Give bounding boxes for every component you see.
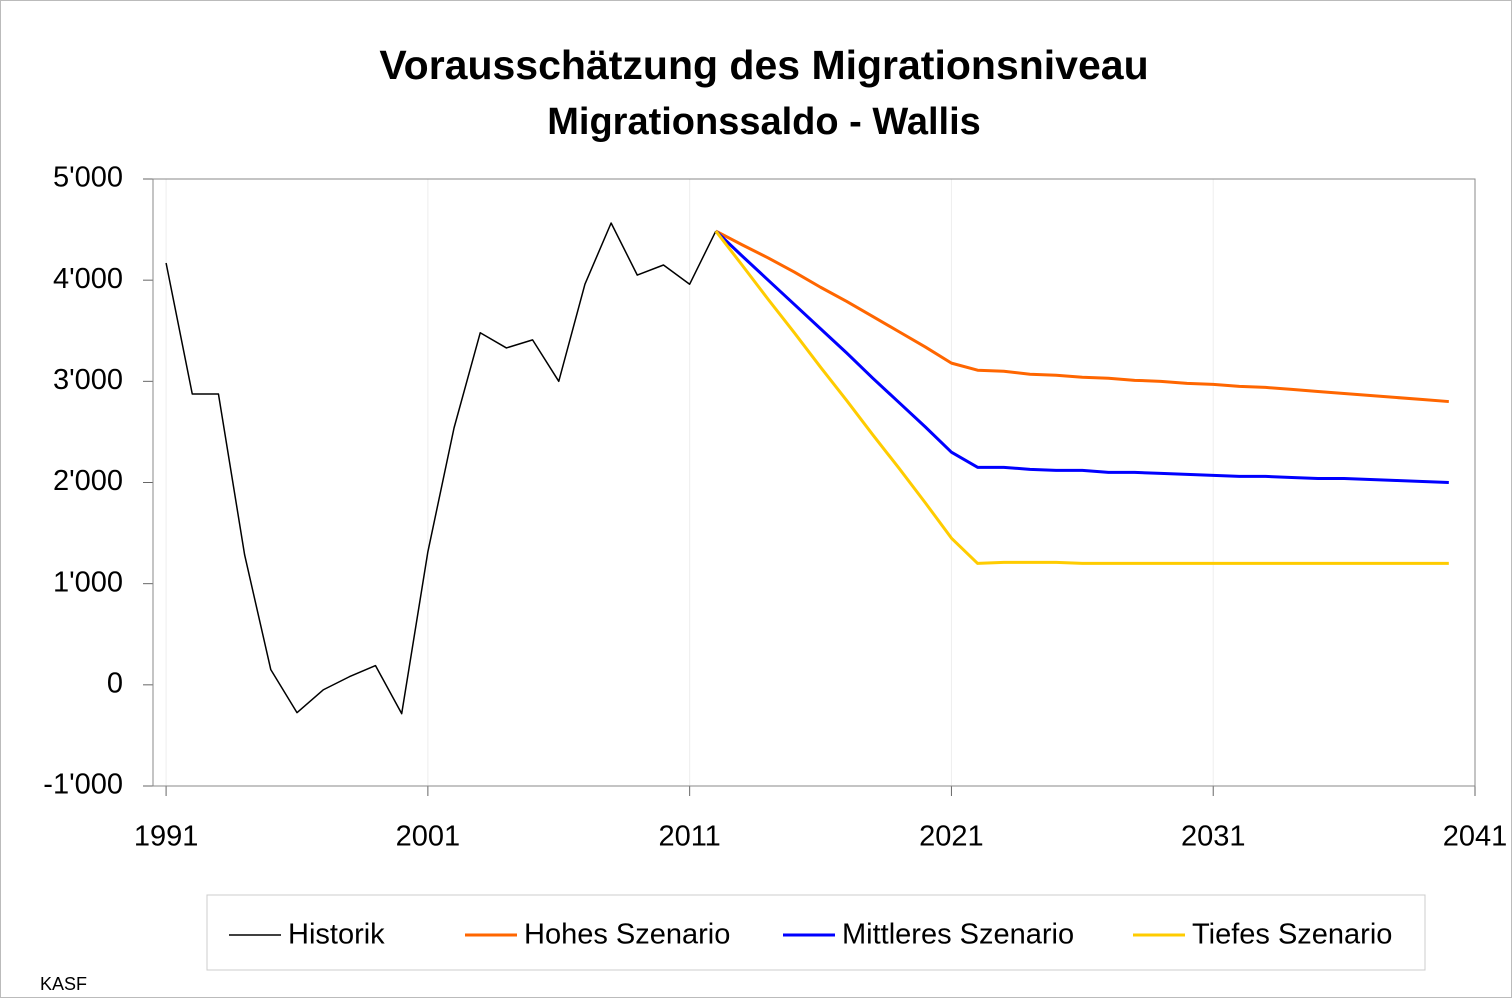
x-tick-label: 2031 [1181,821,1246,853]
x-tick-label: 2041 [1443,821,1508,853]
y-tick-label: 1'000 [53,566,123,598]
legend-box [206,894,1426,971]
y-tick-label: 2'000 [53,465,123,497]
legend-label: Mittleres Szenario [842,919,1074,951]
x-tick-label: 2021 [919,821,984,853]
legend-label: Historik [288,919,385,951]
plot-frame [152,178,1476,787]
legend-label: Hohes Szenario [524,919,730,951]
chart-subtitle: Migrationssaldo - Wallis [547,101,981,143]
y-tick-label: 4'000 [53,263,123,295]
x-tick-label: 1991 [134,821,199,853]
y-tick-label: 5'000 [53,162,123,194]
x-tick-label: 2011 [658,821,720,853]
legend-label: Tiefes Szenario [1192,919,1392,951]
x-tick-label: 2001 [396,821,461,853]
source: KASF [40,974,87,994]
series-line [714,230,1449,484]
chart-title: Vorausschätzung des Migrationsniveau [379,42,1148,88]
y-tick-label: 3'000 [53,364,123,396]
series-line [715,229,1449,404]
y-tick-label: -1'000 [43,769,123,801]
y-tick-label: 0 [107,667,123,699]
series-line [165,222,717,715]
series-line [714,230,1449,565]
